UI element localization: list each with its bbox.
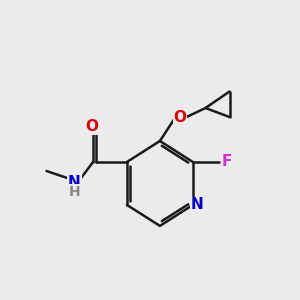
Text: H: H: [69, 185, 80, 199]
Text: N: N: [68, 175, 81, 190]
Text: O: O: [173, 110, 187, 124]
Text: N: N: [191, 197, 204, 212]
Text: O: O: [85, 119, 98, 134]
Text: F: F: [221, 154, 232, 169]
